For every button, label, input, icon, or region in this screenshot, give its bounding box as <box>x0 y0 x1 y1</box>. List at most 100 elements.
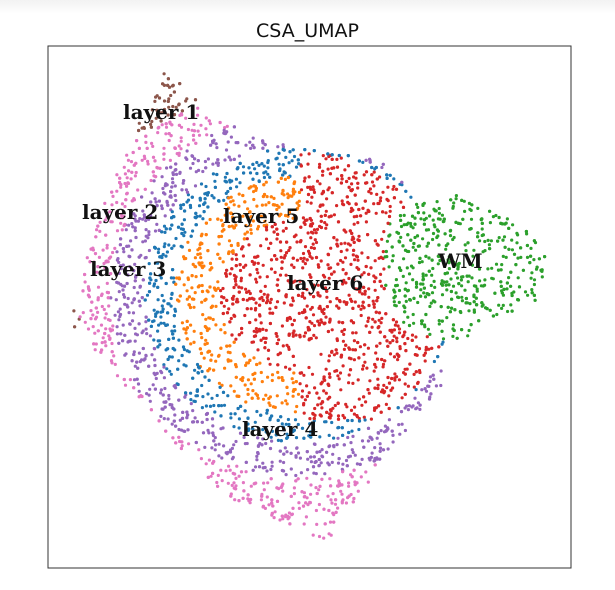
point-layer-4 <box>388 173 392 177</box>
point-layer-3 <box>123 353 127 357</box>
point-wm <box>484 306 488 310</box>
point-layer-2 <box>190 128 194 132</box>
point-layer-5 <box>214 323 218 327</box>
point-layer-6 <box>361 364 365 368</box>
point-layer-6 <box>302 411 306 415</box>
point-wm <box>490 266 494 270</box>
point-layer-4 <box>167 302 171 306</box>
point-layer-2 <box>373 463 377 467</box>
point-layer-5 <box>227 224 231 229</box>
point-wm <box>470 276 474 280</box>
point-layer-6 <box>254 277 258 281</box>
point-layer-6 <box>367 303 371 308</box>
point-layer-4 <box>149 272 153 276</box>
point-layer-4 <box>286 417 290 422</box>
point-wm <box>440 329 444 333</box>
point-layer-6 <box>424 348 428 352</box>
point-layer-3 <box>126 340 130 344</box>
point-layer-2 <box>228 468 232 472</box>
label-layer-4: layer 4 <box>242 417 318 441</box>
point-wm <box>411 312 415 317</box>
point-layer-4 <box>165 367 169 371</box>
point-wm <box>416 205 420 209</box>
point-layer-6 <box>410 338 414 342</box>
point-layer-6 <box>253 334 258 338</box>
point-layer-5 <box>267 201 271 205</box>
point-wm <box>424 254 428 258</box>
point-layer-6 <box>339 249 343 254</box>
point-layer-3 <box>147 393 151 397</box>
point-layer-6 <box>373 259 377 263</box>
point-layer-5 <box>249 185 253 189</box>
point-layer-6 <box>337 377 341 381</box>
point-layer-6 <box>372 202 376 206</box>
point-layer-6 <box>239 276 243 280</box>
point-layer-6 <box>374 211 378 215</box>
point-wm <box>529 276 533 280</box>
point-layer-5 <box>277 205 281 209</box>
point-layer-4 <box>218 385 222 389</box>
point-layer-5 <box>290 194 294 198</box>
point-layer-1 <box>150 108 154 112</box>
point-layer-6 <box>304 316 308 320</box>
point-layer-4 <box>163 242 167 246</box>
point-layer-6 <box>303 296 307 300</box>
point-wm <box>491 314 495 318</box>
point-layer-4 <box>236 406 240 411</box>
point-layer-6 <box>415 345 419 349</box>
point-layer-4 <box>225 171 229 176</box>
point-layer-4 <box>232 425 236 429</box>
point-layer-3 <box>117 290 121 294</box>
point-layer-4 <box>261 428 265 432</box>
point-layer-2 <box>206 475 210 479</box>
point-layer-6 <box>385 386 389 390</box>
point-wm <box>405 266 409 270</box>
point-layer-4 <box>235 185 239 189</box>
point-layer-6 <box>288 246 292 250</box>
point-layer-6 <box>276 363 280 367</box>
point-layer-4 <box>253 167 257 171</box>
point-layer-6 <box>312 295 316 299</box>
point-layer-6 <box>406 336 410 341</box>
point-layer-4 <box>265 411 269 415</box>
point-layer-6 <box>337 320 341 324</box>
point-layer-6 <box>390 376 394 381</box>
point-layer-4 <box>292 428 296 432</box>
point-layer-5 <box>229 200 233 204</box>
point-wm <box>423 295 428 299</box>
point-layer-6 <box>336 244 340 248</box>
point-layer-6 <box>327 354 331 358</box>
point-layer-3 <box>128 265 132 269</box>
point-layer-4 <box>204 191 209 195</box>
point-layer-6 <box>248 273 252 277</box>
point-layer-6 <box>326 167 330 171</box>
point-layer-6 <box>257 327 262 331</box>
point-layer-2 <box>89 317 93 321</box>
point-wm <box>505 287 509 291</box>
point-layer-3 <box>260 443 264 447</box>
point-wm <box>543 255 547 259</box>
point-layer-4 <box>229 416 233 420</box>
point-layer-2 <box>314 486 318 490</box>
point-layer-6 <box>357 234 361 238</box>
point-layer-6 <box>402 333 406 337</box>
point-layer-5 <box>217 353 221 357</box>
point-layer-3 <box>418 407 422 411</box>
point-wm <box>505 217 509 221</box>
point-wm <box>387 234 391 238</box>
point-layer-3 <box>312 471 316 475</box>
point-layer-2 <box>196 129 200 133</box>
point-layer-4 <box>183 209 187 213</box>
point-layer-6 <box>366 256 370 260</box>
point-layer-2 <box>105 246 109 250</box>
point-layer-4 <box>223 175 227 179</box>
point-layer-3 <box>157 228 161 232</box>
point-layer-6 <box>376 383 380 387</box>
point-layer-6 <box>347 185 351 189</box>
point-layer-4 <box>177 359 181 363</box>
point-layer-4 <box>308 430 312 434</box>
point-layer-5 <box>224 202 228 206</box>
point-layer-2 <box>123 204 127 209</box>
point-layer-6 <box>353 258 357 262</box>
point-layer-5 <box>291 189 295 194</box>
